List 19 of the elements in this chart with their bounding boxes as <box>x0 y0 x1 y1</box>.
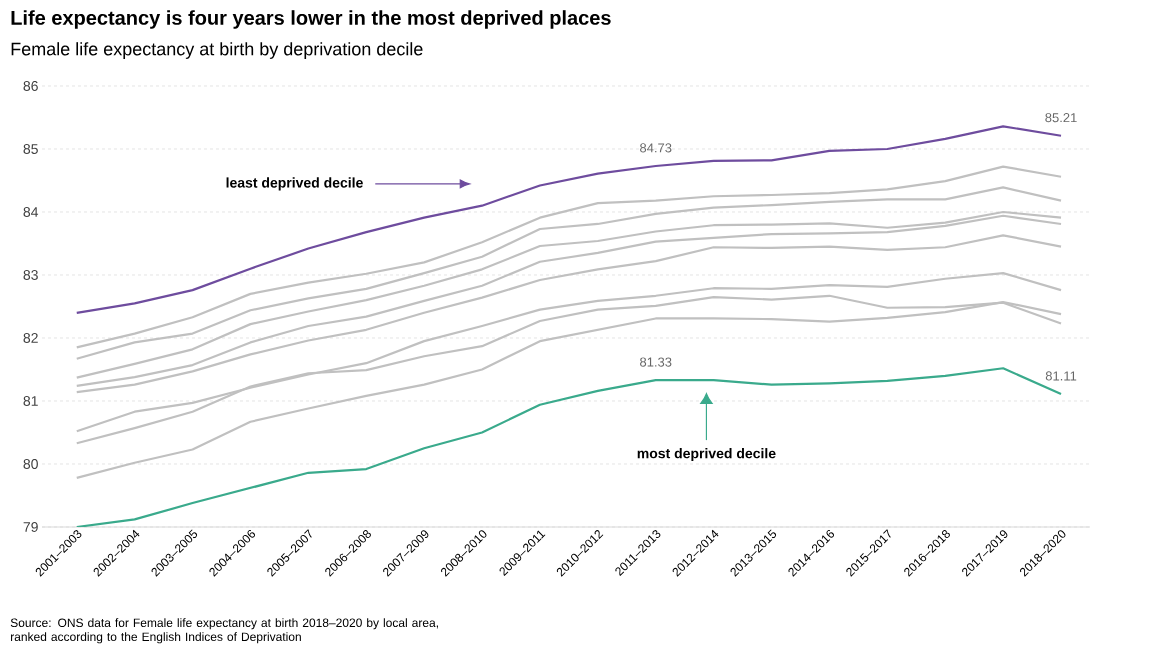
chart-subtitle: Female life expectancy at birth by deprivation decile <box>11 42 423 59</box>
y-tick-label: 85 <box>23 144 38 154</box>
annotation: least deprived decile <box>226 177 363 191</box>
source-note: Source: ONS data for Female life expectancy at birth 2018–2020 by local area, ranked according to the English Indices of Deprivation <box>10 618 438 644</box>
y-tick-label: 84 <box>23 207 39 217</box>
y-tick-label: 86 <box>23 81 38 91</box>
y-tick-label: 82 <box>23 333 38 343</box>
y-tick-label: 81 <box>23 396 38 406</box>
line-series <box>75 125 1063 314</box>
y-tick-label: 79 <box>23 522 38 532</box>
data-label: 84.73 <box>640 143 672 153</box>
y-tick-label: 83 <box>23 270 38 280</box>
data-label: 81.11 <box>1045 371 1077 381</box>
data-label: 85.21 <box>1045 113 1077 123</box>
annotation: most deprived decile <box>637 448 776 462</box>
line-series <box>75 165 1063 349</box>
y-tick-label: 80 <box>23 459 38 469</box>
data-label: 81.33 <box>640 357 672 367</box>
chart-title: Life expectancy is four years lower in the most deprived places <box>11 10 611 29</box>
